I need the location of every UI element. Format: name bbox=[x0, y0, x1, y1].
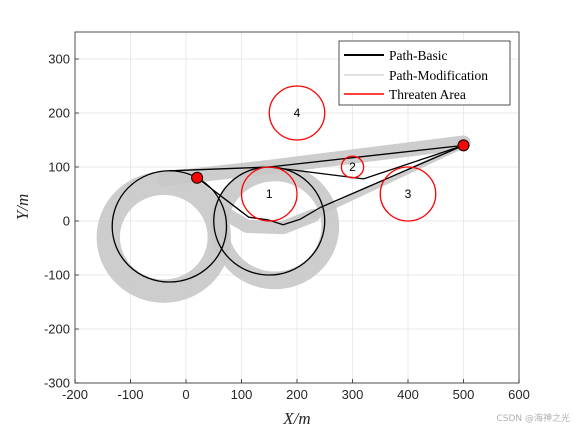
legend-label-path-basic: Path-Basic bbox=[389, 48, 448, 63]
watermark: CSDN @海神之光 bbox=[496, 414, 570, 424]
modification-band-segment bbox=[310, 142, 467, 219]
x-tick-label: 0 bbox=[182, 387, 189, 402]
threat-area-circle bbox=[268, 85, 326, 141]
x-tick-label: 600 bbox=[508, 387, 530, 402]
y-tick-label: -300 bbox=[44, 376, 70, 391]
modification-band-segment bbox=[212, 203, 321, 235]
x-tick-label: 400 bbox=[397, 387, 419, 402]
threat-area-circle bbox=[240, 166, 298, 222]
x-axis-label: X/m bbox=[282, 409, 310, 428]
threat-area-label: 3 bbox=[405, 187, 412, 201]
endpoint-markers bbox=[191, 139, 470, 184]
y-tick-label: 100 bbox=[48, 160, 70, 175]
legend: Path-Basic Path-Modification Threaten Ar… bbox=[338, 40, 511, 106]
axis-ticks: -200 -100 0 100 200 300 400 500 600-300-200-1000… bbox=[44, 52, 530, 403]
x-tick-label: 300 bbox=[342, 387, 364, 402]
start-point-marker bbox=[191, 171, 204, 184]
threat-area-label: 4 bbox=[294, 106, 301, 120]
threat-area-label: 1 bbox=[266, 187, 273, 201]
legend-label-threaten-area: Threaten Area bbox=[389, 87, 466, 102]
legend-label-path-modification: Path-Modification bbox=[389, 68, 488, 83]
threat-area-circle bbox=[379, 166, 437, 222]
y-tick-label: 0 bbox=[63, 214, 70, 229]
basic-path-segment bbox=[269, 144, 464, 180]
x-tick-label: -200 bbox=[62, 387, 88, 402]
threat-area-label: 2 bbox=[349, 160, 356, 174]
y-tick-label: 300 bbox=[48, 52, 70, 67]
x-tick-label: -100 bbox=[117, 387, 143, 402]
x-tick-label: 200 bbox=[286, 387, 308, 402]
x-tick-label: 500 bbox=[453, 387, 475, 402]
goal-point-marker bbox=[457, 139, 470, 152]
y-tick-label: -200 bbox=[44, 322, 70, 337]
y-axis-label: Y/m bbox=[13, 194, 32, 220]
path-basic bbox=[111, 144, 464, 283]
y-tick-label: 200 bbox=[48, 106, 70, 121]
basic-path-segment bbox=[196, 177, 321, 226]
y-tick-label: -100 bbox=[44, 268, 70, 283]
x-tick-label: 100 bbox=[231, 387, 253, 402]
threat-area-circle bbox=[340, 155, 365, 179]
basic-path-segment bbox=[320, 144, 464, 209]
threat-areas: 1 2 3 4 bbox=[240, 85, 437, 222]
